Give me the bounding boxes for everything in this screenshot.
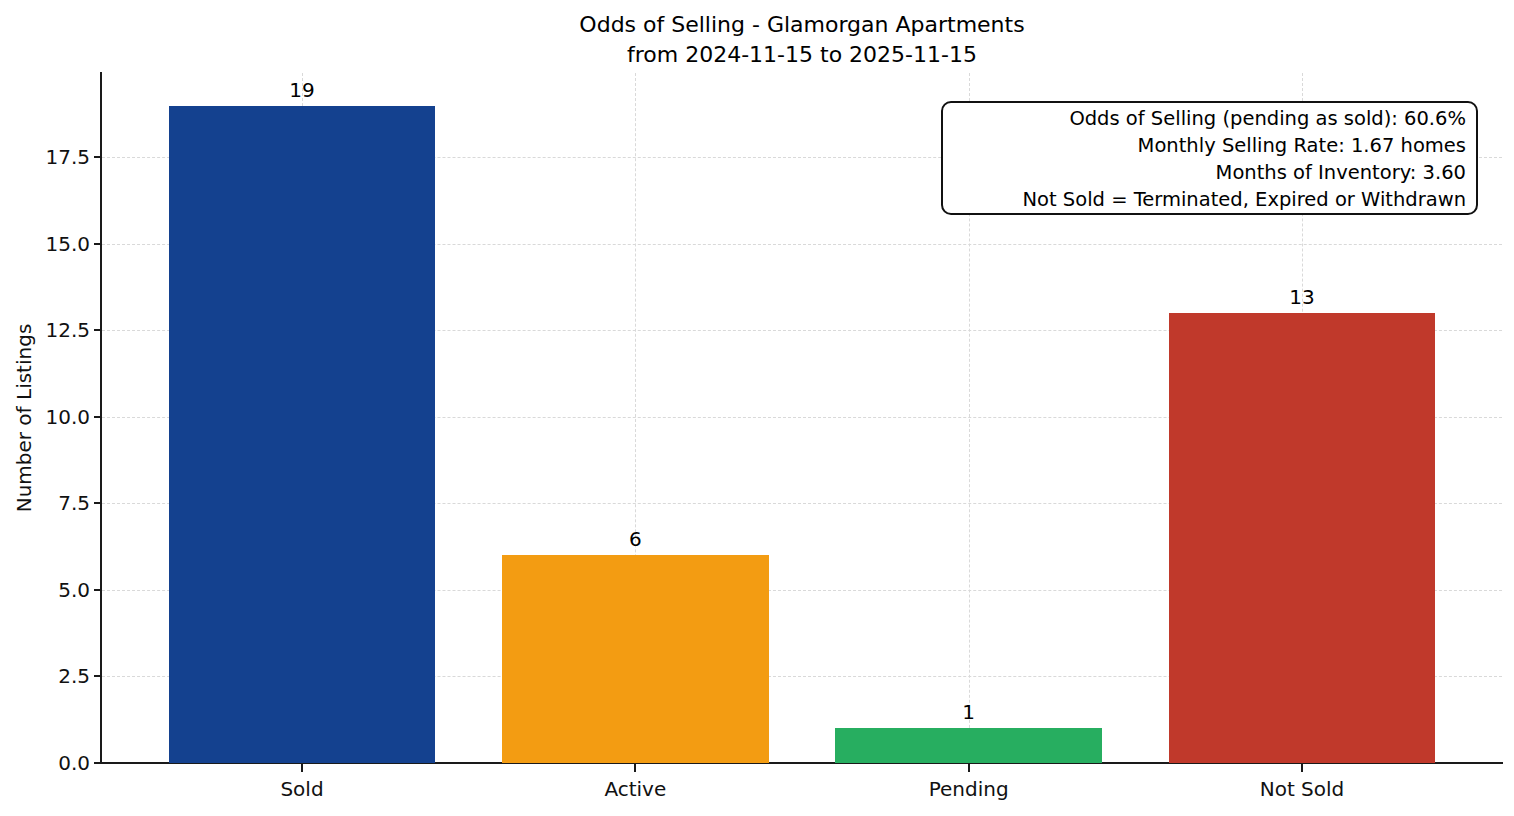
y-tick-label: 0.0 bbox=[0, 750, 90, 776]
info-line-odds-of-selling: Odds of Selling (pending as sold): 60.6% bbox=[951, 105, 1466, 132]
bar-value-label-active: 6 bbox=[575, 525, 695, 553]
bar-not-sold bbox=[1169, 313, 1436, 763]
x-tick-label-sold: Sold bbox=[202, 776, 402, 802]
bar-sold bbox=[169, 106, 436, 763]
y-tick-label: 12.5 bbox=[0, 317, 90, 343]
y-tick-mark bbox=[94, 156, 102, 158]
y-tick-label: 17.5 bbox=[0, 144, 90, 170]
y-tick-label: 15.0 bbox=[0, 231, 90, 257]
bar-pending bbox=[835, 728, 1102, 763]
info-line-months-of-inventory: Months of Inventory: 3.60 bbox=[951, 159, 1466, 186]
x-tick-label-active: Active bbox=[535, 776, 735, 802]
bar-value-label-pending: 1 bbox=[909, 698, 1029, 726]
y-tick-mark bbox=[94, 589, 102, 591]
y-tick-label: 10.0 bbox=[0, 404, 90, 430]
x-tick-mark bbox=[634, 764, 636, 772]
y-tick-mark bbox=[94, 329, 102, 331]
y-tick-label: 5.0 bbox=[0, 577, 90, 603]
bar-value-label-sold: 19 bbox=[242, 76, 362, 104]
stats-info-box: Odds of Selling (pending as sold): 60.6%… bbox=[941, 101, 1478, 215]
x-tick-mark bbox=[968, 764, 970, 772]
x-tick-label-not-sold: Not Sold bbox=[1202, 776, 1402, 802]
y-tick-mark bbox=[94, 675, 102, 677]
y-tick-label: 7.5 bbox=[0, 490, 90, 516]
y-tick-mark bbox=[94, 416, 102, 418]
info-line-monthly-selling-rate: Monthly Selling Rate: 1.67 homes bbox=[951, 132, 1466, 159]
y-tick-mark bbox=[94, 762, 102, 764]
bar-active bbox=[502, 555, 769, 763]
info-line-not-sold-definition: Not Sold = Terminated, Expired or Withdr… bbox=[951, 186, 1466, 213]
y-tick-mark bbox=[94, 243, 102, 245]
figure: Odds of Selling - Glamorgan Apartments f… bbox=[0, 0, 1514, 816]
bar-value-label-not-sold: 13 bbox=[1242, 283, 1362, 311]
y-tick-label: 2.5 bbox=[0, 663, 90, 689]
y-tick-mark bbox=[94, 502, 102, 504]
x-tick-mark bbox=[1301, 764, 1303, 772]
x-tick-label-pending: Pending bbox=[869, 776, 1069, 802]
x-tick-mark bbox=[301, 764, 303, 772]
